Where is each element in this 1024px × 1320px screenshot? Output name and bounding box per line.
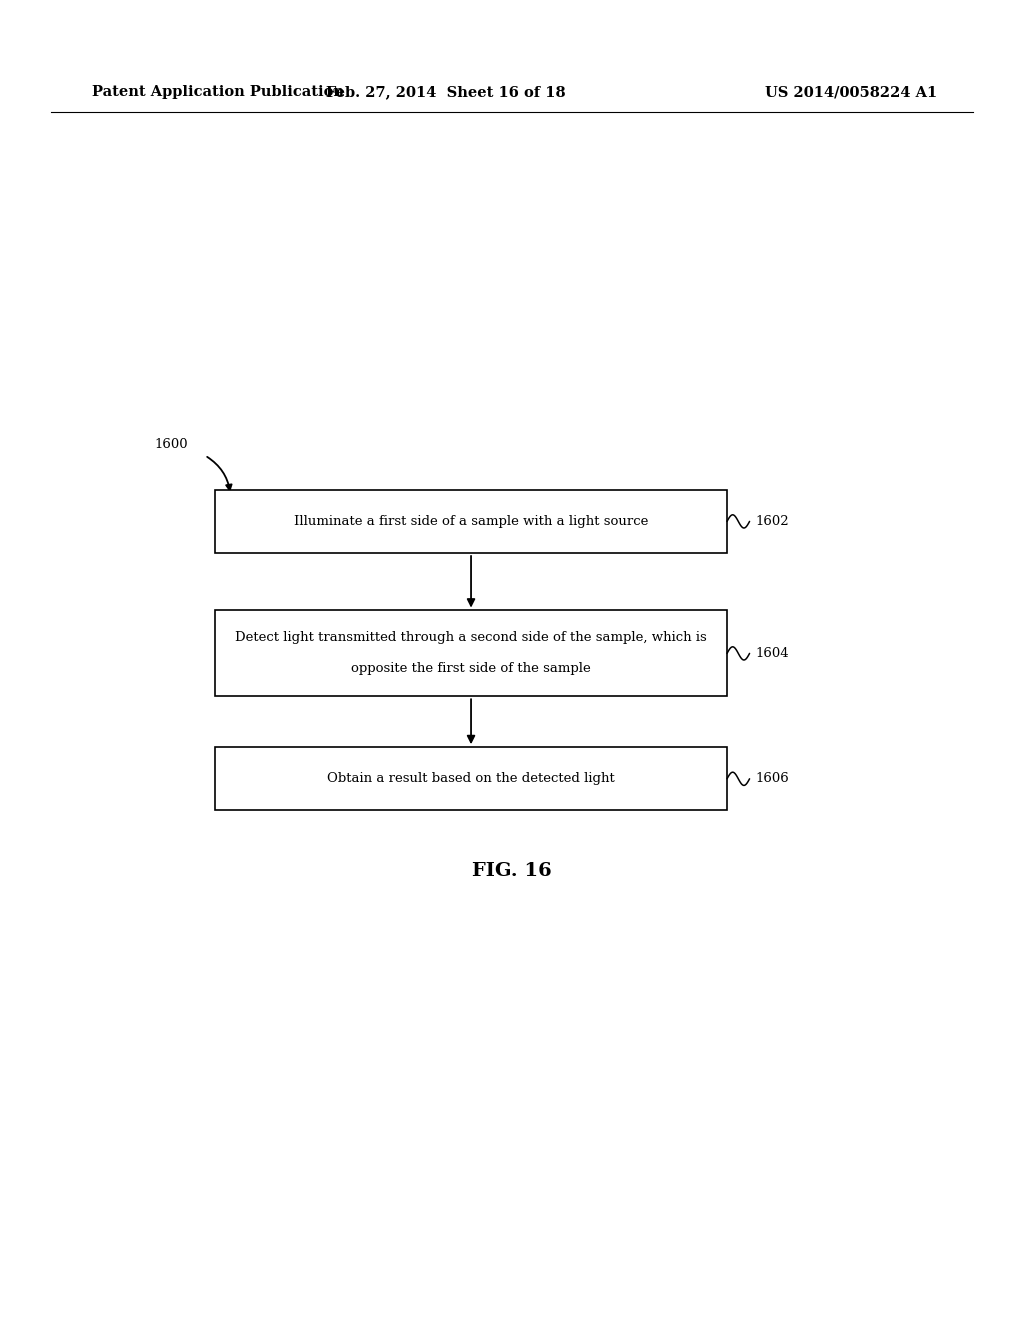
Bar [215, 490, 727, 553]
Text: US 2014/0058224 A1: US 2014/0058224 A1 [765, 86, 937, 99]
Text: 1600: 1600 [155, 438, 188, 451]
Text: Detect light transmitted through a second side of the sample, which is: Detect light transmitted through a secon… [236, 631, 707, 644]
Bar [215, 747, 727, 810]
Text: Obtain a result based on the detected light: Obtain a result based on the detected li… [327, 772, 615, 785]
Text: Feb. 27, 2014  Sheet 16 of 18: Feb. 27, 2014 Sheet 16 of 18 [326, 86, 565, 99]
Text: Patent Application Publication: Patent Application Publication [92, 86, 344, 99]
Text: Illuminate a first side of a sample with a light source: Illuminate a first side of a sample with… [294, 515, 648, 528]
Text: 1606: 1606 [756, 772, 790, 785]
Text: FIG. 16: FIG. 16 [472, 862, 552, 880]
Text: opposite the first side of the sample: opposite the first side of the sample [351, 663, 591, 676]
Text: 1604: 1604 [756, 647, 790, 660]
Text: 1602: 1602 [756, 515, 790, 528]
Bar [215, 610, 727, 697]
